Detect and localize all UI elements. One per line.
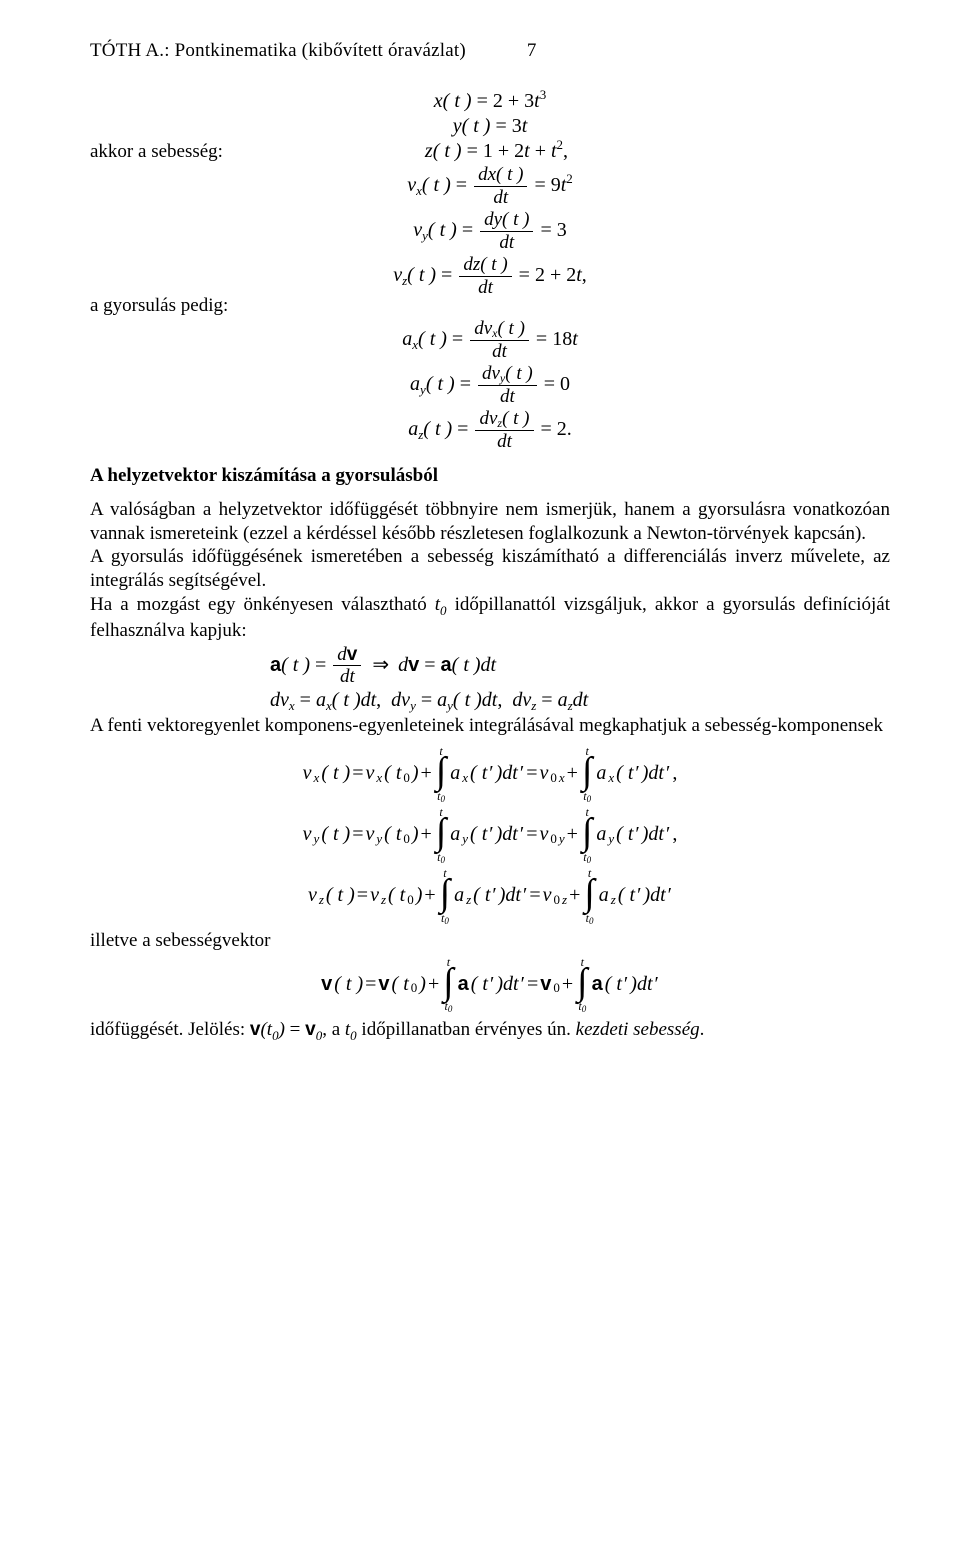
row-label-sebesseg: akkor a sebesség: z( t ) = 1 + 2t + t2,	[90, 140, 890, 163]
p5-a: időfüggését. Jelölés:	[90, 1019, 250, 1040]
paragraph-1: A valóságban a helyzetvektor időfüggését…	[90, 498, 890, 546]
eq-pos-x: x( t ) = 2 + 3t3	[90, 90, 890, 113]
paragraph-3: Ha a mozgást egy önkényesen választható …	[90, 593, 890, 643]
label-illetve-sebessegvektor: illetve a sebességvektor	[90, 929, 890, 953]
p5-i: .	[700, 1019, 705, 1040]
eq-vel-z: vz( t ) = dz( t )dt = 2 + 2t,	[90, 255, 890, 298]
eq-int-vx: vx( t ) = vx( t0 ) + t∫t0 ax( t′ )dt′ = …	[90, 746, 890, 801]
header-title: TÓTH A.: Pontkinematika (kibővített órav…	[90, 40, 466, 61]
eq-int-vvec: v( t ) = v( t0 ) + t∫t0 a( t′ )dt′ = v0 …	[90, 957, 890, 1012]
eq-acc-z: az( t ) = dvz( t )dt = 2.	[90, 409, 890, 452]
page-header: TÓTH A.: Pontkinematika (kibővített órav…	[90, 40, 890, 62]
eq-acc-y: ay( t ) = dvy( t )dt = 0	[90, 364, 890, 407]
p5-g: időpillanatban érvényes ún.	[357, 1019, 576, 1040]
eq-acc-x: ax( t ) = dvx( t )dt = 18t	[90, 319, 890, 362]
paragraph-5: időfüggését. Jelölés: v(t0) = v0, a t0 i…	[90, 1018, 890, 1044]
paragraph-4: A fenti vektoregyenlet komponens-egyenle…	[90, 714, 890, 738]
heading-helyzetvektor: A helyzetvektor kiszámítása a gyorsulásb…	[90, 464, 890, 488]
eq-pos-z: z( t ) = 1 + 2t + t2,	[425, 140, 568, 162]
page: TÓTH A.: Pontkinematika (kibővített órav…	[0, 0, 960, 1564]
eq-pos-y: y( t ) = 3t	[90, 115, 890, 138]
eq-vel-y: vy( t ) = dy( t )dt = 3	[90, 210, 890, 253]
eq-vel-x: vx( t ) = dx( t )dt = 9t2	[90, 165, 890, 208]
eq-int-vz: vz( t ) = vz( t0 ) + t∫t0 az( t′ )dt′ = …	[90, 868, 890, 923]
p5-h: kezdeti sebesség	[576, 1019, 700, 1040]
header-page-number: 7	[527, 40, 537, 61]
eq-vec-def: a( t ) = dvdt ⇒ dv = a( t )dt	[90, 645, 890, 688]
eq-vec-components: dvx = ax( t )dt, dvy = ay( t )dt, dvz = …	[90, 689, 890, 712]
p3-prefix: Ha a mozgást egy önkényesen választható	[90, 594, 435, 615]
paragraph-2: A gyorsulás időfüggésének ismeretében a …	[90, 545, 890, 593]
label-akkor-a-sebesseg: akkor a sebesség:	[90, 141, 223, 163]
eq-int-vy: vy( t ) = vy( t0 ) + t∫t0 ay( t′ )dt′ = …	[90, 807, 890, 862]
